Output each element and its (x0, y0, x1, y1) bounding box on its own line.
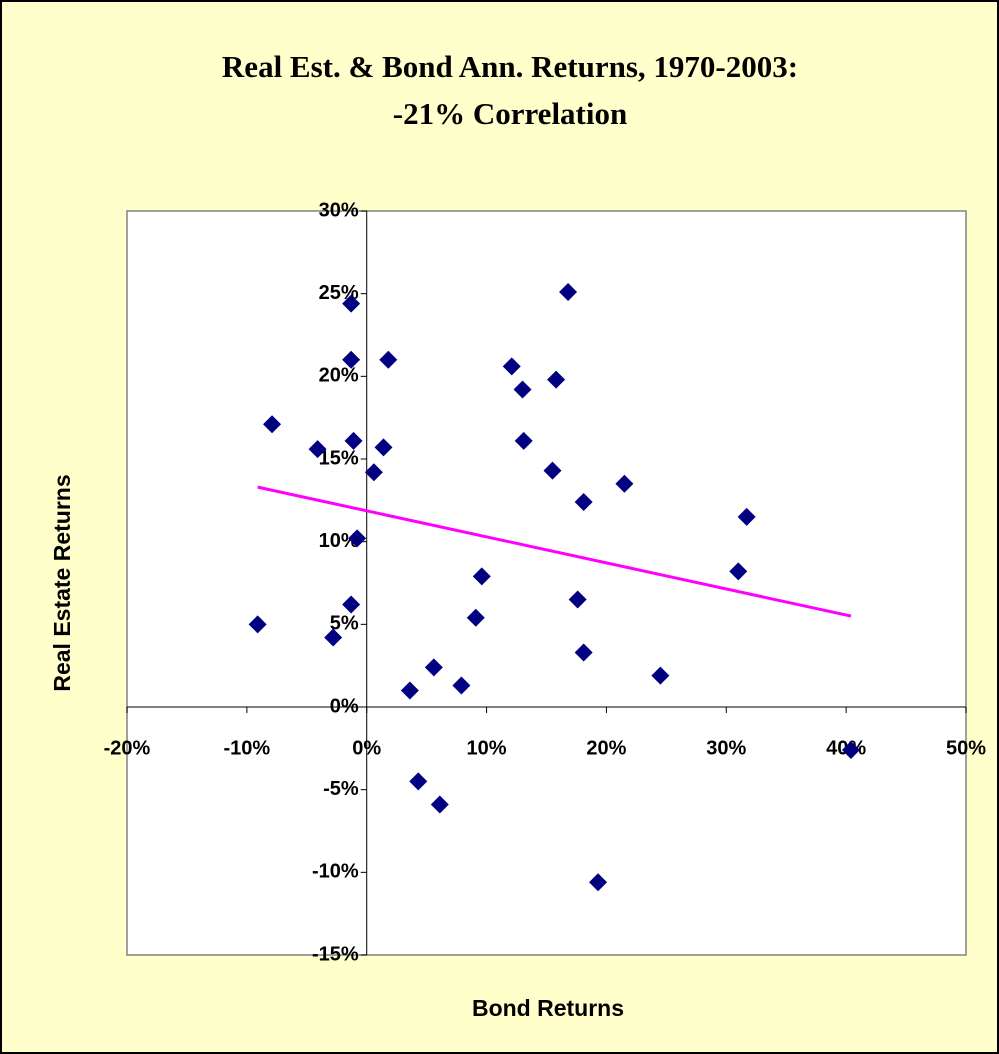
chart-title: Real Est. & Bond Ann. Returns, 1970-2003… (222, 49, 798, 84)
y-tick-label: -5% (323, 778, 359, 800)
point (589, 873, 608, 892)
y-tick-label: 30% (319, 199, 359, 221)
y-tick-label: -15% (312, 943, 359, 965)
x-tick-label: 20% (586, 737, 626, 759)
point (379, 350, 398, 369)
point (729, 562, 748, 581)
point (342, 595, 361, 614)
point (424, 658, 443, 677)
x-tick-label: 0% (352, 737, 381, 759)
point (543, 461, 562, 480)
x-tick-label: -10% (224, 737, 271, 759)
point (324, 628, 343, 647)
point (308, 440, 327, 459)
point (737, 507, 756, 526)
point (574, 492, 593, 511)
point (514, 431, 533, 450)
point (452, 676, 471, 695)
y-tick-label: 0% (330, 695, 359, 717)
point (502, 357, 521, 376)
x-tick-label: 50% (946, 737, 986, 759)
point (574, 643, 593, 662)
point (400, 681, 419, 700)
point (374, 438, 393, 457)
point (559, 283, 578, 302)
y-axis-title: Real Estate Returns (49, 474, 75, 691)
trendline (257, 485, 852, 618)
point (472, 567, 491, 586)
x-tick-label: -20% (104, 737, 151, 759)
y-tick-label: 20% (319, 365, 359, 387)
point (248, 615, 267, 634)
point (364, 463, 383, 482)
point (263, 415, 282, 434)
point (348, 529, 367, 548)
y-tick-label: 10% (319, 530, 359, 552)
x-tick-label: 30% (706, 737, 746, 759)
point (651, 666, 670, 685)
point (342, 294, 361, 313)
point (841, 740, 860, 759)
point (568, 590, 587, 609)
y-tick-label: -10% (312, 861, 359, 883)
point (430, 795, 449, 814)
chart-title: -21% Correlation (393, 96, 627, 131)
point (615, 474, 634, 493)
point (342, 350, 361, 369)
point (513, 380, 532, 399)
x-axis-title: Bond Returns (472, 995, 624, 1021)
point (466, 608, 485, 627)
plot-area (126, 210, 967, 956)
y-tick-label: 5% (330, 613, 359, 635)
point (344, 431, 363, 450)
point (547, 370, 566, 389)
y-tick-label: 15% (319, 447, 359, 469)
point (409, 772, 428, 791)
x-tick-label: 10% (467, 737, 507, 759)
